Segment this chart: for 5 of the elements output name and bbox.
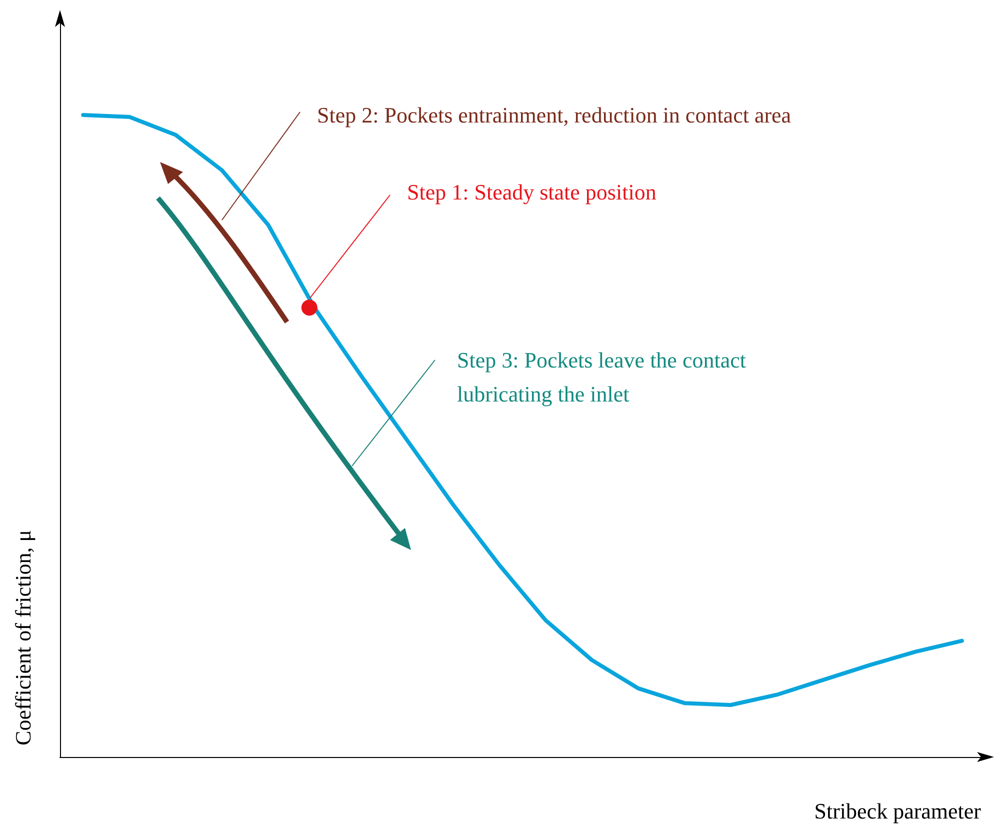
x-axis-title: Stribeck parameter — [814, 798, 982, 824]
annotation: Step 2: Pockets entrainment, reduction in contact area — [317, 102, 792, 128]
annotation: Step 1: Steady state position — [407, 180, 656, 204]
annotation: Step 3: Pockets leave the contact lubricating the inlet — [457, 348, 752, 406]
y-axis-title: Coefficient of friction, μ — [10, 530, 36, 746]
